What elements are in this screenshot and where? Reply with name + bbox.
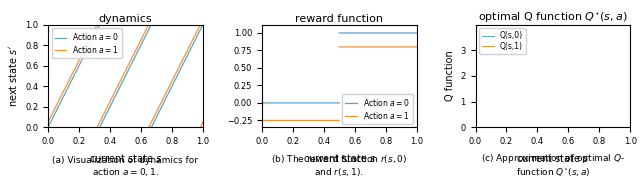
Title: dynamics: dynamics <box>99 14 152 24</box>
Action $a = 0$ <box>81 53 88 56</box>
Action $a = 1$ <box>327 119 335 122</box>
Title: optimal Q function $Q^{\star}(s, a)$: optimal Q function $Q^{\star}(s, a)$ <box>478 10 628 25</box>
Action $a = 1$ <box>83 45 90 47</box>
Action $a = 1$ <box>93 23 101 26</box>
Action $a = 1$ <box>321 119 329 122</box>
Action $a = 0$ <box>324 102 332 104</box>
Action $a = 1$ <box>51 107 59 110</box>
Action $a = 1$ <box>65 79 73 81</box>
Action $a = 1$ <box>258 119 266 122</box>
Action $a = 1$ <box>90 31 97 33</box>
Line: Action $a = 1$: Action $a = 1$ <box>48 25 97 122</box>
Action $a = 0$ <box>288 102 296 104</box>
Action $a = 1$ <box>288 119 296 122</box>
Title: reward function: reward function <box>295 14 383 24</box>
Legend: Action $a = 0$, Action $a = 1$: Action $a = 0$, Action $a = 1$ <box>52 28 122 58</box>
X-axis label: current state $s$: current state $s$ <box>303 152 376 164</box>
Action $a = 1$ <box>82 46 90 48</box>
Action $a = 1$ <box>324 119 332 122</box>
Action $a = 0$ <box>76 63 83 66</box>
Action $a = 0$ <box>69 77 77 79</box>
Action $a = 0$ <box>96 23 104 26</box>
Action $a = 0$ <box>335 102 343 104</box>
Legend: Action $a = 0$, Action $a = 1$: Action $a = 0$, Action $a = 1$ <box>342 94 413 124</box>
Line: Action $a = 0$: Action $a = 0$ <box>48 25 100 127</box>
Action $a = 0$ <box>321 102 329 104</box>
Action $a = 1$ <box>259 119 267 122</box>
Action $a = 0$ <box>259 102 267 104</box>
Legend: Q(s,0), Q(s,1): Q(s,0), Q(s,1) <box>479 28 526 54</box>
Action $a = 0$ <box>62 91 70 93</box>
Action $a = 0$ <box>44 126 52 128</box>
Action $a = 0$ <box>327 102 335 104</box>
X-axis label: current state $s$: current state $s$ <box>516 152 589 164</box>
Action $a = 0$ <box>258 102 266 104</box>
Text: (a) Visualization of dynamics for
action $a=0,1$.: (a) Visualization of dynamics for action… <box>52 156 198 178</box>
Action $a = 1$ <box>335 119 343 122</box>
Y-axis label: next state $s'$: next state $s'$ <box>8 45 19 107</box>
Action $a = 0$ <box>61 94 68 96</box>
Text: (c) Approximation of optimal $Q$-
function $Q^{\star}(s, a)$: (c) Approximation of optimal $Q$- functi… <box>481 152 625 178</box>
Action $a = 1$ <box>44 121 52 123</box>
Y-axis label: Q function: Q function <box>445 51 455 101</box>
Action $a = 0$ <box>301 102 308 104</box>
Action $a = 1$ <box>63 84 70 86</box>
Action $a = 0$ <box>77 61 84 63</box>
Action $a = 1$ <box>301 119 308 122</box>
X-axis label: current state $s$: current state $s$ <box>89 152 162 164</box>
Text: (b) The reward function $r(s, 0)$
and $r(s, 1)$.: (b) The reward function $r(s, 0)$ and $r… <box>271 153 407 178</box>
